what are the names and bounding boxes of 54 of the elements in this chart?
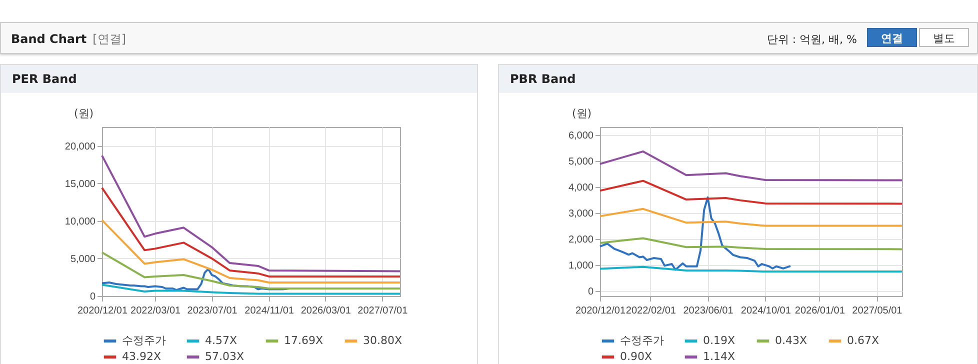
y-tick-label: 1,000 [568,260,594,272]
legend-label: 43.92X [122,350,162,363]
x-tick-label: 2023/07/01 [187,306,238,316]
legend-label: 17.69X [284,334,324,347]
legend-label: 4.57X [205,334,238,347]
x-tick-label: 2024/11/01 [244,306,294,316]
x-tick-label: 2020/12/01 [575,306,626,316]
y-tick-label: 5,000 [70,254,96,265]
line-series [101,154,401,272]
text: [연결] [92,32,126,46]
line-series [599,196,792,271]
text: Band Chart [11,32,87,46]
legend-label: 0.19X [703,334,736,347]
legend-label: 1.14X [703,350,736,363]
y-tick-label: 15,000 [64,178,96,190]
legend-label: 수정주가 [122,334,166,347]
x-tick-label: 2026/01/01 [794,306,846,316]
y-axis-title: (원) [74,106,94,121]
legend-label: 수정주가 [620,334,664,347]
line-series [101,251,401,290]
y-tick-label: 4,000 [568,182,594,194]
text: 단위 : 억원, 배, % [766,32,857,47]
y-tick-label: 20,000 [64,141,96,152]
button: 연결 [867,28,917,47]
y-tick-label: 6,000 [568,130,594,142]
line-series [599,150,903,182]
y-tick-label: 5,000 [568,156,594,168]
y-axis-title: (원) [572,106,592,121]
line-series [101,186,401,278]
x-tick-label: 2022/03/01 [130,306,182,316]
line-series [599,180,903,205]
x-tick-label: 2026/03/01 [300,306,352,316]
y-tick-label: 2,000 [568,234,594,246]
chart-title: PBR Band [499,65,977,93]
y-tick-label: 3,000 [568,208,594,220]
legend-label: 0.43X [775,334,808,347]
legend-label: 30.80X [363,334,402,347]
legend-label: 0.67X [847,334,880,347]
line-series [599,237,903,250]
x-tick-label: 2022/02/01 [626,306,676,316]
legend-label: 57.03X [205,350,244,363]
line-series [101,219,401,284]
y-tick-label: 0 [588,286,594,298]
legend-label: 0.90X [620,350,652,363]
x-tick-label: 2027/07/01 [358,306,408,316]
chart-title: PER Band [1,65,477,93]
y-tick-label: 10,000 [64,216,96,228]
x-tick-label: 2023/06/01 [683,306,734,316]
button: 별도 [919,28,969,47]
x-tick-label: 2027/05/01 [852,306,903,316]
y-tick-label: 0 [90,292,96,302]
x-tick-label: 2024/10/01 [740,306,792,316]
line-series [599,208,903,227]
x-tick-label: 2020/12/01 [77,306,128,316]
